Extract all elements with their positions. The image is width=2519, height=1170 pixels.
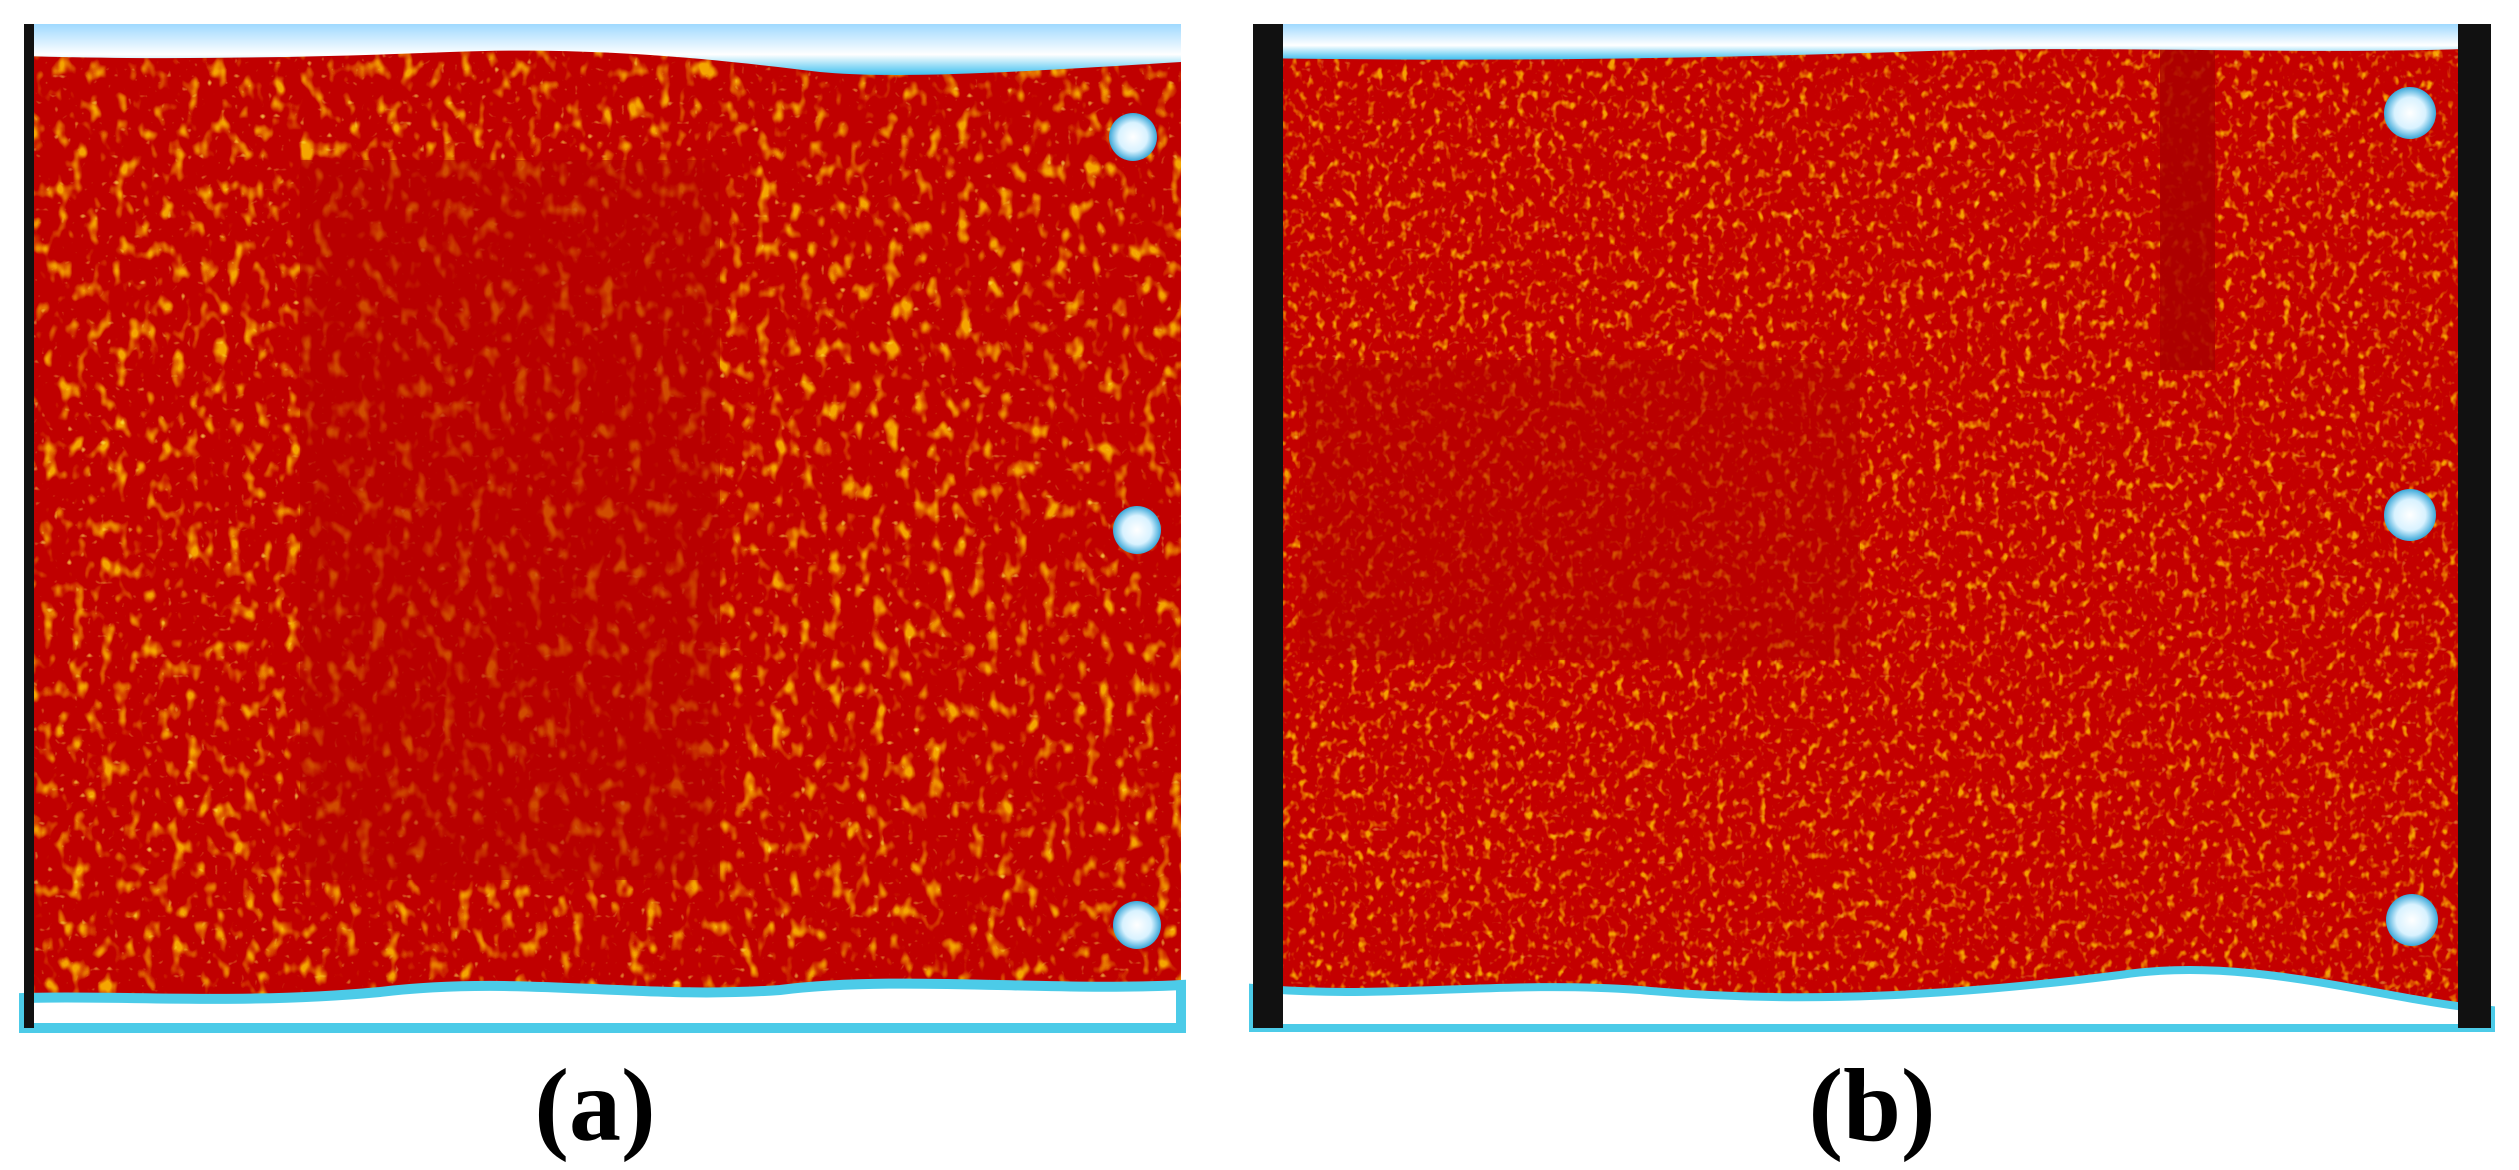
- top-edge: [24, 24, 1181, 75]
- heatmap-dark-zone: [300, 160, 720, 880]
- right-edge: [2458, 24, 2491, 1028]
- heatmap-dark-zone: [1300, 360, 1860, 660]
- panel-label: (a): [534, 1048, 655, 1163]
- panel-a-image: [19, 24, 1186, 1033]
- bottom-edge: [19, 978, 1186, 1033]
- top-edge: [1253, 24, 2491, 60]
- left-edge: [1253, 24, 1283, 1028]
- panel-b-image: [1249, 24, 2495, 1032]
- bolt: [1113, 901, 1161, 949]
- bolt: [2384, 489, 2436, 541]
- bottom-edge: [1249, 966, 2495, 1032]
- bolt: [2386, 894, 2438, 946]
- bolt: [1109, 113, 1157, 161]
- bolt: [2384, 87, 2436, 139]
- heatmap-dark-streak: [2160, 40, 2215, 370]
- left-edge: [24, 24, 34, 1028]
- panel-label: (b): [1808, 1048, 1935, 1163]
- bolt: [1113, 506, 1161, 554]
